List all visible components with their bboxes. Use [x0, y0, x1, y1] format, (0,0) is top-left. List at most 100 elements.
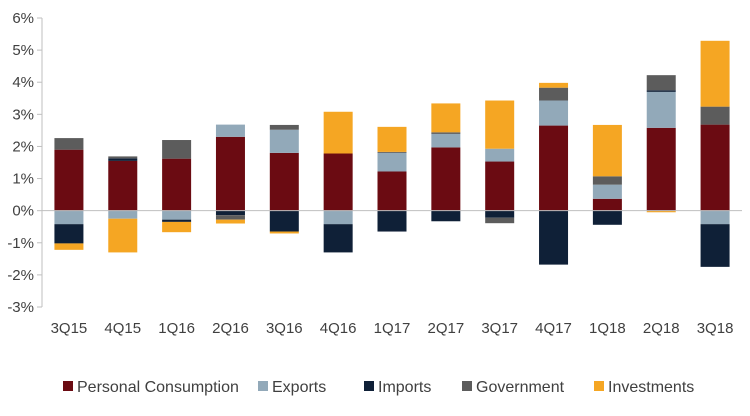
y-tick-label: 6%: [12, 10, 34, 27]
bar-3Q15-government: [54, 138, 84, 150]
y-tick-label: 2%: [12, 138, 34, 155]
bar-3Q17-investments: [485, 100, 515, 149]
bar-2Q18-investments: [646, 210, 676, 213]
bar-2Q17-exports: [431, 133, 461, 148]
bars: [54, 40, 730, 267]
x-tick-label: 3Q16: [266, 320, 303, 337]
bar-3Q16-exports: [269, 129, 299, 153]
legend-swatch: [462, 381, 472, 391]
x-tick-label: 4Q15: [104, 320, 141, 337]
bar-2Q18-exports: [646, 91, 676, 128]
bar-3Q18-imports: [700, 224, 730, 267]
bar-4Q16-imports: [323, 224, 353, 253]
bar-4Q16-exports: [323, 210, 353, 225]
bar-3Q17-government: [485, 217, 515, 224]
legend-label: Imports: [378, 379, 431, 396]
bar-2Q16-investments: [215, 219, 245, 224]
bar-3Q18-personal-consumption: [700, 124, 730, 211]
bar-1Q16-exports: [162, 210, 192, 220]
bar-4Q16-investments: [323, 111, 353, 154]
y-tick-label: -3%: [7, 299, 34, 316]
bar-1Q16-personal-consumption: [162, 158, 192, 211]
bar-1Q16-government: [162, 140, 192, 159]
x-tick-label: 2Q16: [212, 320, 249, 337]
legend-swatch: [258, 381, 268, 391]
bar-1Q18-imports: [592, 210, 622, 225]
bar-2Q17-personal-consumption: [431, 147, 461, 211]
bar-1Q16-imports: [162, 219, 192, 222]
legend-swatch: [364, 381, 374, 391]
bar-1Q18-exports: [592, 184, 622, 199]
x-tick-label: 2Q17: [427, 320, 464, 337]
y-tick-label: 5%: [12, 42, 34, 59]
bar-4Q16-personal-consumption: [323, 153, 353, 211]
bar-1Q18-investments: [592, 124, 622, 177]
bar-2Q17-government: [431, 132, 461, 134]
bar-1Q17-personal-consumption: [377, 171, 407, 211]
bar-4Q15-imports: [108, 158, 138, 161]
bar-4Q15-personal-consumption: [108, 160, 138, 211]
bar-3Q15-investments: [54, 243, 84, 250]
legend-label: Government: [476, 379, 565, 396]
bar-3Q16-government: [269, 124, 299, 130]
bar-3Q15-imports: [54, 224, 84, 244]
x-tick-label: 1Q16: [158, 320, 195, 337]
bar-3Q18-exports: [700, 210, 730, 225]
x-axis: 3Q15 4Q15 1Q16 2Q16 3Q16 4Q16 1Q17 2Q17 3Q17 4Q17…: [42, 210, 742, 337]
legend-label: Investments: [608, 379, 694, 396]
legend-label: Personal Consumption: [77, 379, 239, 396]
x-tick-label: 4Q17: [535, 320, 572, 337]
bar-2Q18-personal-consumption: [646, 127, 676, 211]
bar-3Q16-imports: [269, 210, 299, 232]
legend: Personal Consumption Exports Imports Govern…: [63, 379, 694, 396]
bar-4Q17-investments: [539, 82, 569, 88]
x-tick-label: 1Q18: [589, 320, 626, 337]
x-tick-label: 3Q18: [697, 320, 734, 337]
bar-1Q18-government: [592, 176, 622, 185]
bar-3Q16-investments: [269, 231, 299, 234]
x-tick-label: 3Q15: [51, 320, 88, 337]
bar-4Q17-personal-consumption: [539, 125, 569, 211]
bar-2Q17-imports: [431, 210, 461, 222]
x-tick-label: 3Q17: [481, 320, 518, 337]
legend-swatch: [594, 381, 604, 391]
bar-2Q18-government: [646, 75, 676, 91]
bar-2Q16-government: [215, 215, 245, 220]
x-tick-label: 4Q16: [320, 320, 357, 337]
bar-2Q18-imports: [646, 90, 676, 92]
bar-3Q15-exports: [54, 210, 84, 225]
x-tick-label: 2Q18: [643, 320, 680, 337]
bar-3Q18-government: [700, 106, 730, 125]
bar-2Q16-personal-consumption: [215, 136, 245, 211]
y-tick-label: -2%: [7, 267, 34, 284]
bar-3Q17-imports: [485, 210, 515, 218]
bar-3Q17-exports: [485, 148, 515, 162]
bar-2Q17-investments: [431, 103, 461, 133]
bar-3Q17-personal-consumption: [485, 161, 515, 211]
bar-1Q18-personal-consumption: [592, 198, 622, 211]
bar-4Q17-government: [539, 87, 569, 101]
bar-1Q17-investments: [377, 126, 407, 152]
bar-3Q15-personal-consumption: [54, 149, 84, 211]
bar-2Q16-exports: [215, 124, 245, 137]
bar-4Q15-exports: [108, 210, 138, 219]
y-tick-label: 0%: [12, 203, 34, 220]
y-tick-label: 4%: [12, 74, 34, 91]
bar-4Q15-government: [108, 156, 138, 159]
bar-2Q16-imports: [215, 210, 245, 216]
bar-4Q17-imports: [539, 210, 569, 265]
bar-1Q17-exports: [377, 152, 407, 172]
y-axis: -3% -2% -1% 0% 1% 2% 3% 4% 5% 6%: [7, 10, 43, 316]
bar-1Q17-imports: [377, 210, 407, 232]
bar-1Q16-investments: [162, 221, 192, 233]
y-tick-label: -1%: [7, 235, 34, 252]
y-tick-label: 3%: [12, 106, 34, 123]
bar-3Q18-investments: [700, 40, 730, 107]
bar-4Q15-investments: [108, 218, 138, 253]
bar-4Q17-exports: [539, 100, 569, 126]
bar-3Q16-personal-consumption: [269, 152, 299, 211]
y-tick-label: 1%: [12, 171, 34, 188]
bar-1Q17-government: [377, 151, 407, 153]
x-tick-label: 1Q17: [374, 320, 411, 337]
